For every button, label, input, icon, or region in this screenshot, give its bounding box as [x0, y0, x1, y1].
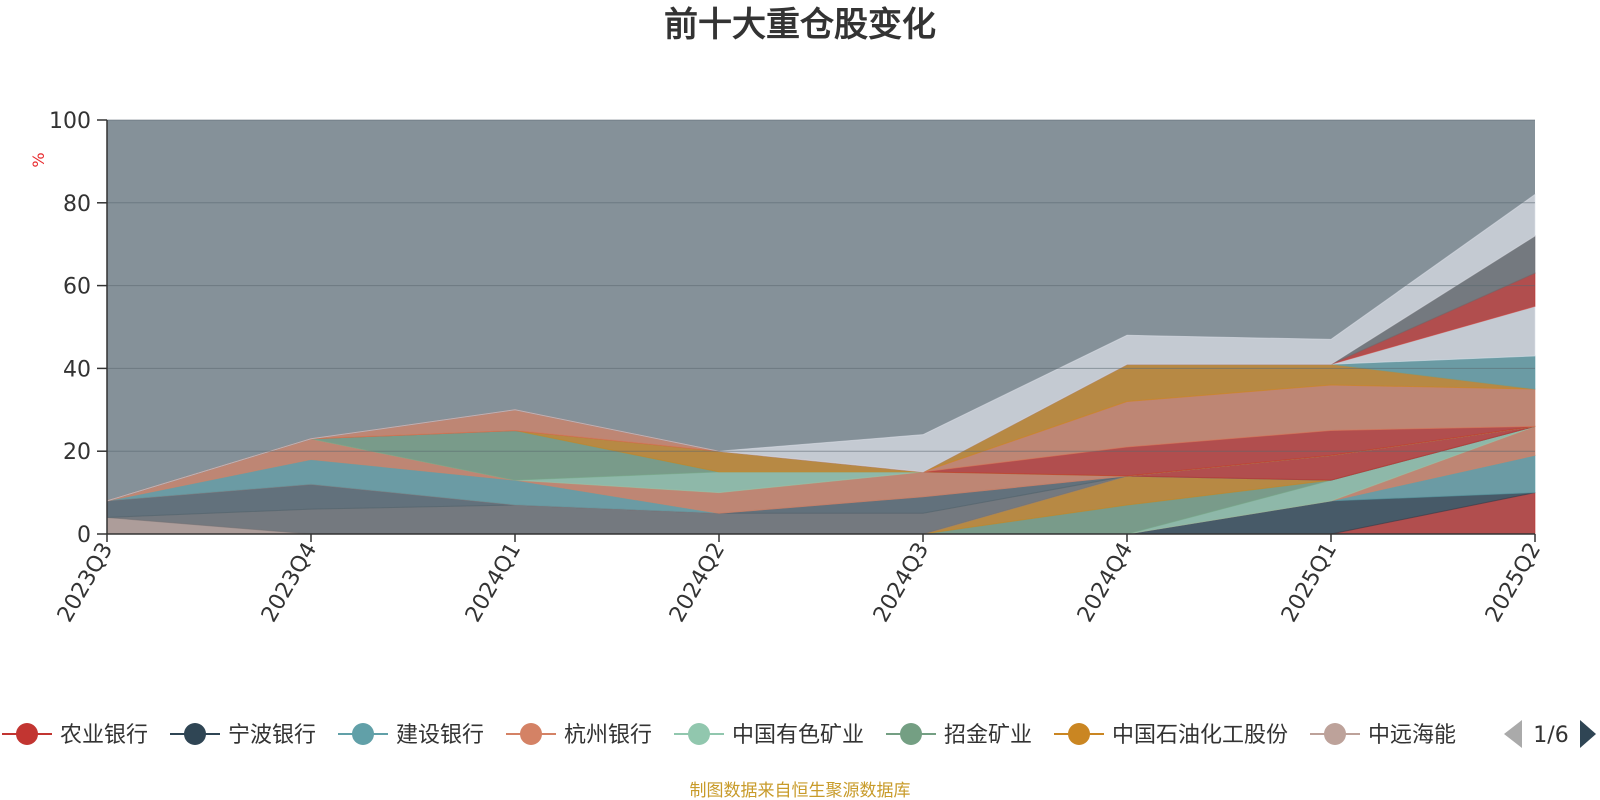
- y-tick-label: 100: [49, 109, 91, 134]
- x-tick-label: 2023Q4: [257, 539, 322, 627]
- legend-label: 招金矿业: [944, 723, 1032, 748]
- legend-prev-page-icon[interactable]: [1504, 720, 1522, 748]
- legend-label: 杭州银行: [564, 723, 652, 748]
- chart-title: 前十大重仓股变化: [664, 5, 936, 45]
- legend-label: 中国有色矿业: [732, 723, 864, 748]
- legend-item[interactable]: 中国石油化工股份: [1054, 723, 1288, 748]
- legend-marker-icon: [1068, 723, 1090, 745]
- legend-item[interactable]: 建设银行: [338, 723, 484, 748]
- x-tick-label: 2025Q2: [1481, 539, 1546, 627]
- legend-label: 农业银行: [60, 723, 148, 748]
- y-tick-label: 0: [77, 523, 91, 548]
- legend[interactable]: 农业银行 宁波银行 建设银行 杭州银行 中国有色矿业 招金矿业 中国石油化工股份 中远海能: [2, 723, 1456, 748]
- legend-item[interactable]: 宁波银行: [170, 723, 316, 748]
- legend-next-page-icon[interactable]: [1580, 720, 1596, 748]
- x-tick-label: 2025Q1: [1277, 539, 1342, 627]
- legend-item[interactable]: 杭州银行: [506, 723, 652, 748]
- legend-marker-icon: [16, 723, 38, 745]
- x-tick-label: 2023Q3: [53, 539, 118, 627]
- area-series-group: [106, 193, 1536, 535]
- y-axis-unit: %: [29, 152, 48, 167]
- x-tick-label: 2024Q3: [869, 539, 934, 627]
- legend-marker-icon: [184, 723, 206, 745]
- area-23: [106, 193, 1536, 502]
- y-tick-label: 20: [63, 440, 91, 465]
- y-tick-label: 40: [63, 357, 91, 382]
- legend-marker-icon: [352, 723, 374, 745]
- legend-item[interactable]: 招金矿业: [886, 723, 1032, 748]
- x-tick-label: 2024Q4: [1073, 539, 1138, 627]
- source-note: 制图数据来自恒生聚源数据库: [690, 781, 911, 800]
- y-tick-label: 60: [63, 275, 91, 300]
- x-tick-label: 2024Q2: [665, 539, 730, 627]
- legend-label: 中远海能: [1368, 723, 1456, 748]
- legend-page-indicator: 1/6: [1533, 723, 1568, 748]
- legend-items: 农业银行 宁波银行 建设银行 杭州银行 中国有色矿业 招金矿业 中国石油化工股份 中远海能: [2, 723, 1456, 748]
- legend-marker-icon: [1324, 723, 1346, 745]
- legend-label: 建设银行: [396, 723, 484, 748]
- legend-marker-icon: [900, 723, 922, 745]
- x-tick-label: 2024Q1: [461, 539, 526, 627]
- legend-item[interactable]: 中远海能: [1310, 723, 1456, 748]
- legend-item[interactable]: 农业银行: [2, 723, 148, 748]
- legend-label: 宁波银行: [228, 723, 316, 748]
- legend-label: 中国石油化工股份: [1112, 723, 1288, 748]
- y-tick-label: 80: [63, 192, 91, 217]
- legend-marker-icon: [520, 723, 542, 745]
- legend-item[interactable]: 中国有色矿业: [674, 723, 864, 748]
- legend-marker-icon: [688, 723, 710, 745]
